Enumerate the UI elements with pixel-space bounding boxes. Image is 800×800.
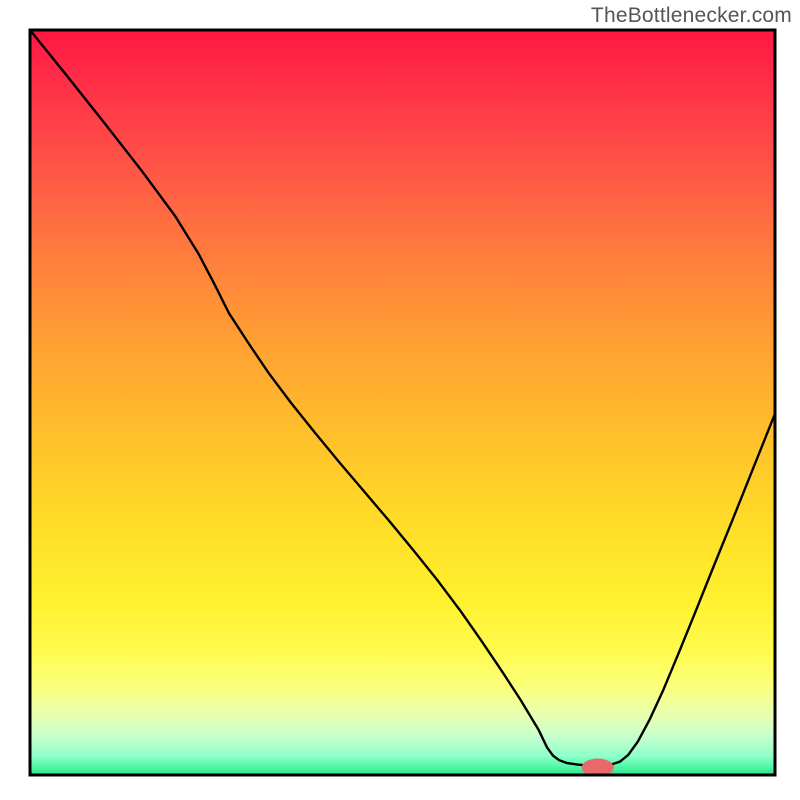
- plot-background: [30, 30, 775, 775]
- watermark-text: TheBottlenecker.com: [591, 4, 792, 28]
- bottleneck-chart: [0, 0, 800, 800]
- figure-root: TheBottlenecker.com: [0, 0, 800, 800]
